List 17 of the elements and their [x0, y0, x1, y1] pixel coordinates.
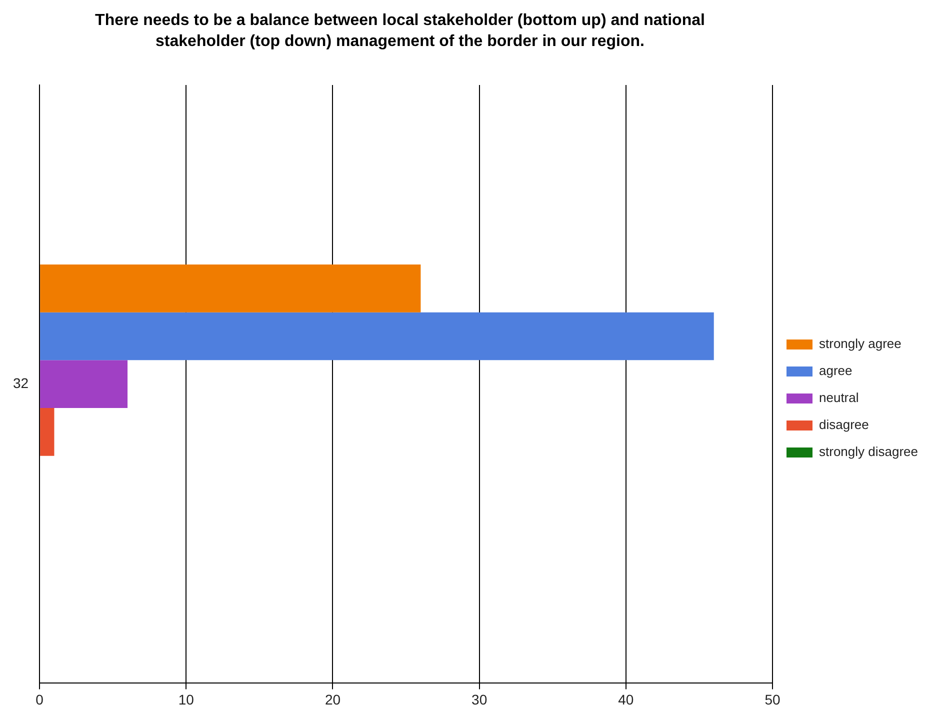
x-tick-label: 30	[472, 691, 488, 708]
bar	[40, 312, 714, 360]
bar	[40, 264, 421, 312]
x-tick-label: 20	[324, 691, 341, 708]
legend-label: strongly disagree	[819, 444, 918, 460]
legend-label: disagree	[819, 417, 869, 432]
bar	[40, 360, 128, 408]
x-tick-label: 0	[36, 691, 44, 708]
legend-label: agree	[819, 363, 852, 378]
x-tick-label: 50	[764, 691, 780, 708]
y-tick-label: 32	[12, 374, 29, 391]
x-tick-label: 10	[178, 691, 194, 708]
legend-label: strongly agree	[819, 336, 902, 352]
bar	[40, 408, 54, 456]
chart-title: There needs to be a balance between local stakeholder (bottom up) and national stakeholder (top down) management of the border in our region.	[94, 11, 706, 52]
x-tick-label: 40	[618, 691, 634, 708]
legend-label: neutral	[819, 390, 859, 406]
